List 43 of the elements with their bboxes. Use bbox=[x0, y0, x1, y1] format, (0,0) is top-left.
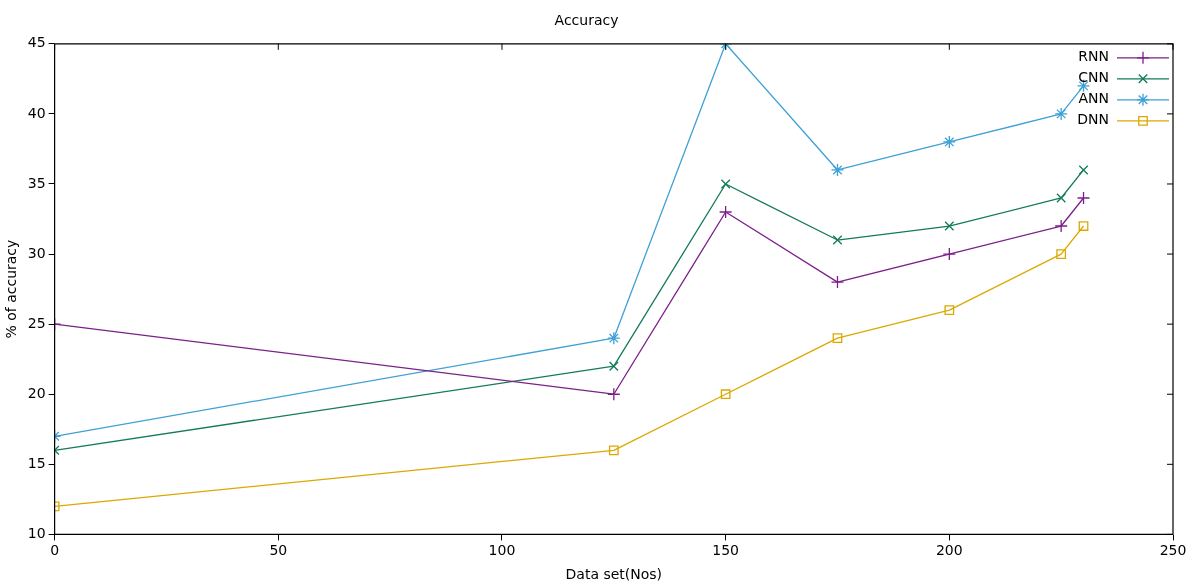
point bbox=[832, 235, 843, 245]
y-tick-label: 20 bbox=[27, 384, 46, 401]
y-tick-label: 25 bbox=[27, 314, 46, 331]
y-tick-label: 40 bbox=[27, 104, 46, 121]
legend-label: ANN bbox=[1078, 90, 1109, 107]
point bbox=[607, 387, 621, 401]
point bbox=[608, 361, 619, 372]
point bbox=[1076, 191, 1091, 205]
y-tick-label: 30 bbox=[27, 244, 46, 261]
point bbox=[942, 135, 956, 149]
point bbox=[1078, 165, 1089, 175]
point bbox=[944, 305, 955, 316]
y-tick-label: 10 bbox=[27, 525, 46, 542]
point bbox=[832, 333, 843, 344]
point bbox=[608, 445, 619, 456]
x-tick-label: 250 bbox=[1159, 542, 1187, 559]
point bbox=[1054, 219, 1068, 233]
x-tick-label: 150 bbox=[712, 542, 740, 559]
point bbox=[1054, 107, 1068, 121]
x-tick-label: 0 bbox=[50, 542, 60, 559]
legend-label: CNN bbox=[1078, 69, 1109, 86]
y-tick-label: 15 bbox=[27, 454, 46, 471]
point bbox=[719, 205, 733, 219]
point bbox=[1056, 193, 1067, 203]
legend-label: RNN bbox=[1078, 48, 1109, 65]
point bbox=[944, 221, 955, 231]
point bbox=[1056, 249, 1067, 259]
chart-title: Accuracy bbox=[554, 12, 619, 29]
point bbox=[720, 389, 731, 400]
x-tick-label: 100 bbox=[488, 542, 516, 559]
point bbox=[1078, 221, 1089, 231]
point bbox=[942, 247, 956, 261]
legend-label: DNN bbox=[1077, 111, 1109, 128]
y-tick-label: 35 bbox=[27, 174, 46, 191]
y-axis-title: % of accuracy bbox=[3, 239, 20, 339]
point bbox=[720, 179, 731, 189]
x-axis-title: Data set(Nos) bbox=[565, 566, 663, 583]
x-tick-label: 50 bbox=[269, 542, 288, 559]
point bbox=[607, 331, 621, 345]
point bbox=[830, 275, 845, 289]
point bbox=[830, 163, 845, 177]
y-tick-label: 45 bbox=[27, 34, 46, 51]
x-tick-label: 200 bbox=[935, 542, 963, 559]
